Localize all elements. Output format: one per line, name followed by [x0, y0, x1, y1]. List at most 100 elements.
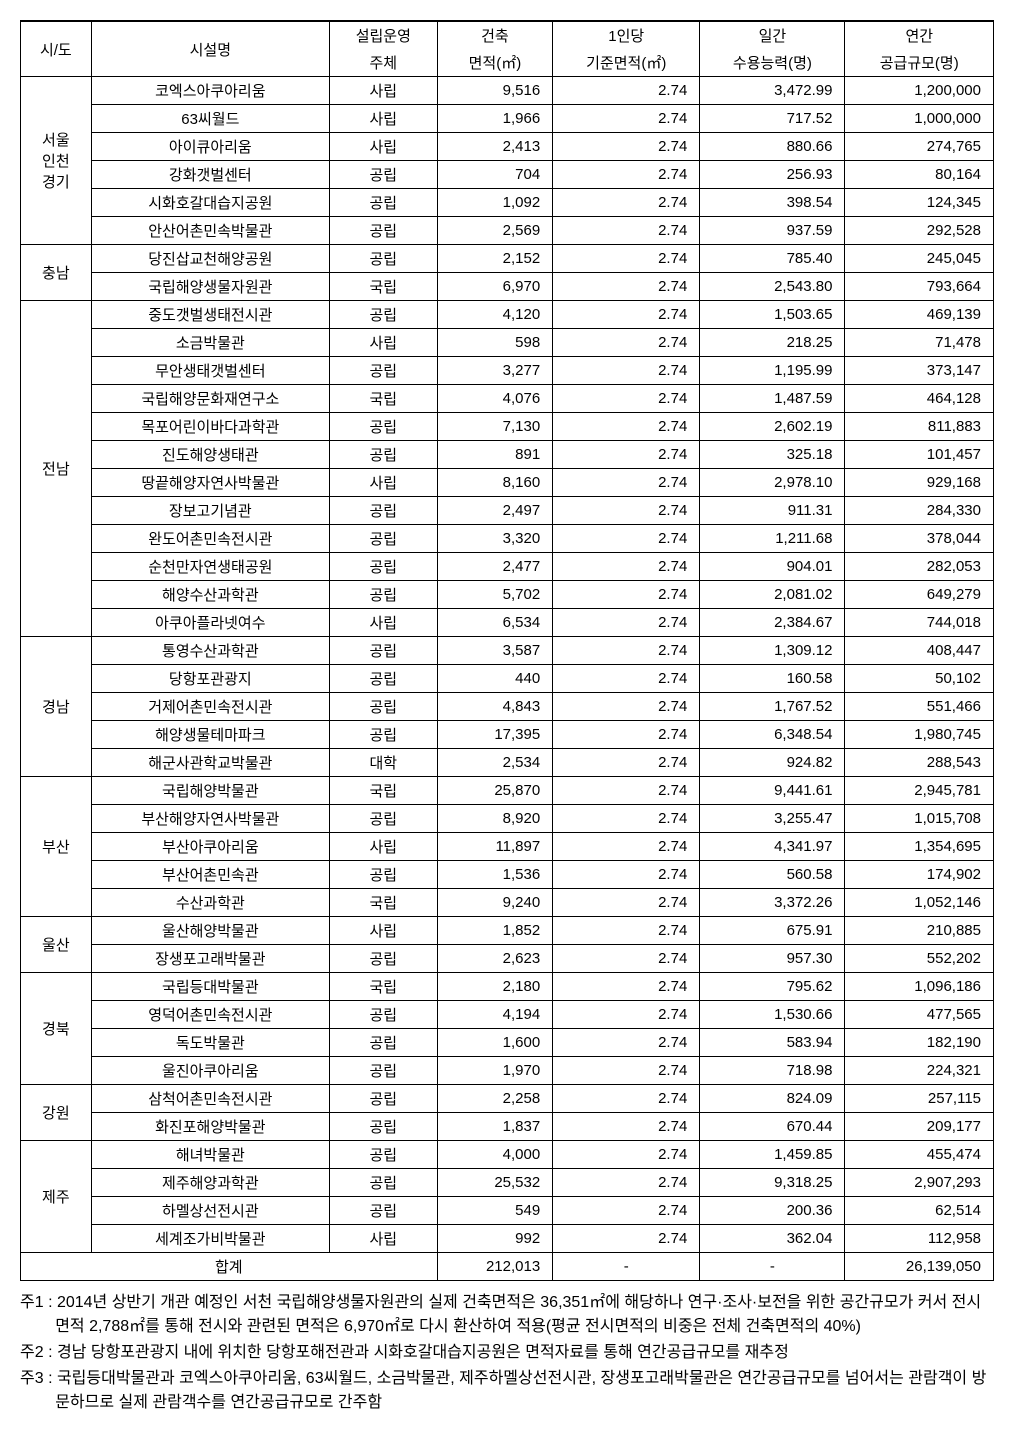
- area-cell: 1,837: [437, 1113, 553, 1141]
- area-cell: 2,180: [437, 973, 553, 1001]
- operator-cell: 국립: [330, 777, 438, 805]
- percapita-cell: 2.74: [553, 105, 700, 133]
- operator-cell: 공립: [330, 1169, 438, 1197]
- table-row: 화진포해양박물관공립1,8372.74670.44209,177: [21, 1113, 994, 1141]
- table-row: 목포어린이바다과학관공립7,1302.742,602.19811,883: [21, 413, 994, 441]
- annual-cell: 292,528: [845, 217, 994, 245]
- facility-cell: 무안생태갯벌센터: [91, 357, 329, 385]
- table-row: 전남중도갯벌생태전시관공립4,1202.741,503.65469,139: [21, 301, 994, 329]
- operator-cell: 공립: [330, 553, 438, 581]
- table-row: 부산어촌민속관공립1,5362.74560.58174,902: [21, 861, 994, 889]
- operator-cell: 공립: [330, 1057, 438, 1085]
- annual-cell: 551,466: [845, 693, 994, 721]
- table-row: 울진아쿠아리움공립1,9702.74718.98224,321: [21, 1057, 994, 1085]
- operator-cell: 공립: [330, 525, 438, 553]
- facility-table: 시/도 시설명 설립운영 건축 1인당 일간 연간 주체 면적(㎡) 기준면적(…: [20, 20, 994, 1281]
- facility-cell: 수산과학관: [91, 889, 329, 917]
- facility-cell: 장보고기념관: [91, 497, 329, 525]
- area-cell: 25,870: [437, 777, 553, 805]
- annual-cell: 811,883: [845, 413, 994, 441]
- daily-cell: 1,195.99: [700, 357, 845, 385]
- header-percapita1: 1인당: [553, 21, 700, 49]
- daily-cell: 1,487.59: [700, 385, 845, 413]
- operator-cell: 공립: [330, 189, 438, 217]
- header-facility: 시설명: [91, 21, 329, 77]
- daily-cell: 2,081.02: [700, 581, 845, 609]
- table-row: 소금박물관사립5982.74218.2571,478: [21, 329, 994, 357]
- area-cell: 6,970: [437, 273, 553, 301]
- operator-cell: 공립: [330, 357, 438, 385]
- area-cell: 11,897: [437, 833, 553, 861]
- area-cell: 1,852: [437, 917, 553, 945]
- operator-cell: 공립: [330, 805, 438, 833]
- annual-cell: 101,457: [845, 441, 994, 469]
- total-daily: -: [700, 1253, 845, 1281]
- table-row: 장생포고래박물관공립2,6232.74957.30552,202: [21, 945, 994, 973]
- total-row: 합계212,013--26,139,050: [21, 1253, 994, 1281]
- daily-cell: 3,255.47: [700, 805, 845, 833]
- daily-cell: 1,211.68: [700, 525, 845, 553]
- header-annual2: 공급규모(명): [845, 49, 994, 77]
- area-cell: 704: [437, 161, 553, 189]
- operator-cell: 공립: [330, 581, 438, 609]
- operator-cell: 사립: [330, 833, 438, 861]
- annual-cell: 477,565: [845, 1001, 994, 1029]
- annual-cell: 378,044: [845, 525, 994, 553]
- operator-cell: 사립: [330, 609, 438, 637]
- footnote: 주1 : 2014년 상반기 개관 예정인 서천 국립해양생물자원관의 실제 건…: [20, 1291, 994, 1339]
- table-row: 진도해양생태관공립8912.74325.18101,457: [21, 441, 994, 469]
- facility-cell: 영덕어촌민속전시관: [91, 1001, 329, 1029]
- table-row: 땅끝해양자연사박물관사립8,1602.742,978.10929,168: [21, 469, 994, 497]
- table-row: 당항포관광지공립4402.74160.5850,102: [21, 665, 994, 693]
- facility-cell: 국립해양문화재연구소: [91, 385, 329, 413]
- annual-cell: 373,147: [845, 357, 994, 385]
- table-row: 시화호갈대습지공원공립1,0922.74398.54124,345: [21, 189, 994, 217]
- annual-cell: 744,018: [845, 609, 994, 637]
- operator-cell: 사립: [330, 77, 438, 105]
- table-row: 순천만자연생태공원공립2,4772.74904.01282,053: [21, 553, 994, 581]
- area-cell: 3,587: [437, 637, 553, 665]
- header-operator2: 주체: [330, 49, 438, 77]
- percapita-cell: 2.74: [553, 301, 700, 329]
- daily-cell: 560.58: [700, 861, 845, 889]
- operator-cell: 사립: [330, 1225, 438, 1253]
- table-row: 하멜상선전시관공립5492.74200.3662,514: [21, 1197, 994, 1225]
- region-cell: 부산: [21, 777, 92, 917]
- daily-cell: 717.52: [700, 105, 845, 133]
- table-row: 해양수산과학관공립5,7022.742,081.02649,279: [21, 581, 994, 609]
- table-row: 제주해양과학관공립25,5322.749,318.252,907,293: [21, 1169, 994, 1197]
- facility-cell: 해군사관학교박물관: [91, 749, 329, 777]
- annual-cell: 182,190: [845, 1029, 994, 1057]
- area-cell: 4,120: [437, 301, 553, 329]
- facility-cell: 63씨월드: [91, 105, 329, 133]
- area-cell: 992: [437, 1225, 553, 1253]
- percapita-cell: 2.74: [553, 217, 700, 245]
- area-cell: 1,092: [437, 189, 553, 217]
- annual-cell: 2,945,781: [845, 777, 994, 805]
- daily-cell: 1,767.52: [700, 693, 845, 721]
- percapita-cell: 2.74: [553, 833, 700, 861]
- facility-cell: 순천만자연생태공원: [91, 553, 329, 581]
- table-row: 안산어촌민속박물관공립2,5692.74937.59292,528: [21, 217, 994, 245]
- operator-cell: 공립: [330, 1113, 438, 1141]
- facility-cell: 통영수산과학관: [91, 637, 329, 665]
- percapita-cell: 2.74: [553, 945, 700, 973]
- annual-cell: 209,177: [845, 1113, 994, 1141]
- daily-cell: 1,503.65: [700, 301, 845, 329]
- area-cell: 1,536: [437, 861, 553, 889]
- operator-cell: 공립: [330, 861, 438, 889]
- area-cell: 1,970: [437, 1057, 553, 1085]
- daily-cell: 3,372.26: [700, 889, 845, 917]
- percapita-cell: 2.74: [553, 917, 700, 945]
- facility-cell: 화진포해양박물관: [91, 1113, 329, 1141]
- facility-cell: 울산해양박물관: [91, 917, 329, 945]
- table-row: 부산해양자연사박물관공립8,9202.743,255.471,015,708: [21, 805, 994, 833]
- table-row: 장보고기념관공립2,4972.74911.31284,330: [21, 497, 994, 525]
- area-cell: 25,532: [437, 1169, 553, 1197]
- daily-cell: 6,348.54: [700, 721, 845, 749]
- table-row: 제주해녀박물관공립4,0002.741,459.85455,474: [21, 1141, 994, 1169]
- total-annual: 26,139,050: [845, 1253, 994, 1281]
- header-region: 시/도: [21, 21, 92, 77]
- facility-cell: 거제어촌민속전시관: [91, 693, 329, 721]
- facility-cell: 세계조가비박물관: [91, 1225, 329, 1253]
